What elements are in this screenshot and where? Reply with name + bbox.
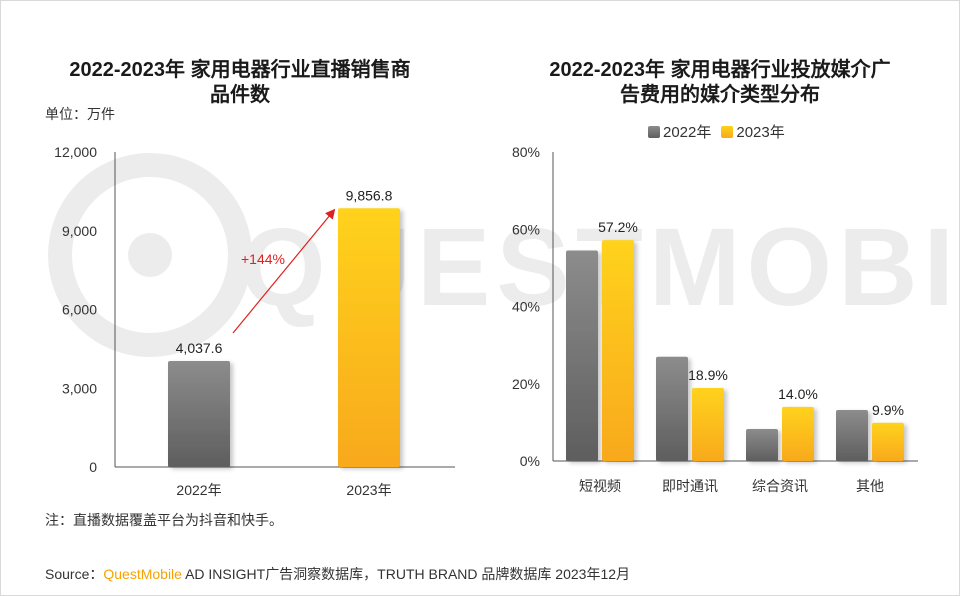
- right-chart-title: 2022-2023年 家用电器行业投放媒介广 告费用的媒介类型分布: [510, 58, 930, 108]
- right-bar-2023年-即时通讯: [692, 387, 724, 461]
- right-x-tick-label: 综合资讯: [752, 478, 808, 494]
- legend-item-2022: 2022年: [648, 121, 711, 142]
- right-y-tick-label: 0%: [520, 453, 540, 469]
- left-y-tick-label: 6,000: [62, 302, 97, 318]
- right-bar-value-label: 9.9%: [872, 402, 904, 418]
- left-chart-unit: 单位：万件: [45, 106, 115, 122]
- source-text: AD INSIGHT广告洞察数据库，TRUTH BRAND 品牌数据库 2023…: [181, 566, 631, 582]
- growth-arrow: [232, 208, 336, 334]
- right-bar-2023年-综合资讯: [782, 406, 814, 461]
- right-y-tick-label: 80%: [512, 144, 540, 160]
- legend-label-2022: 2022年: [663, 124, 712, 141]
- right-bar-2022年-即时通讯: [656, 356, 688, 461]
- right-y-tick-label: 40%: [512, 299, 540, 315]
- right-x-tick-label: 短视频: [579, 478, 621, 494]
- legend-swatch-2023: [721, 125, 734, 138]
- source-line: Source：QuestMobile AD INSIGHT广告洞察数据库，TRU…: [45, 564, 630, 584]
- right-bar-chart: 0% 20% 40% 60% 80% 57.2% 短视频 18.9% 即时通讯 14.0% 综合资讯…: [512, 144, 918, 494]
- left-y-tick-label: 12,000: [54, 144, 97, 160]
- right-bar-2023年-短视频: [602, 240, 634, 461]
- left-y-tick-label: 9,000: [62, 223, 97, 239]
- growth-label: +144%: [241, 251, 285, 267]
- right-bar-2023年-其他: [872, 422, 904, 461]
- legend-label-2023: 2023年: [736, 124, 785, 141]
- left-bar-value-label: 9,856.8: [346, 187, 393, 203]
- right-bar-value-label: 57.2%: [598, 219, 638, 235]
- right-x-tick-label: 即时通讯: [662, 478, 718, 494]
- left-x-tick-label: 2022年: [176, 482, 221, 498]
- left-chart-note: 注：直播数据覆盖平台为抖音和快手。: [45, 512, 283, 528]
- legend-swatch-2022: [648, 125, 660, 138]
- left-chart-title: 2022-2023年 家用电器行业直播销售商 品件数: [30, 58, 450, 108]
- left-title-line2: 品件数: [210, 84, 270, 106]
- right-bar-2022年-其他: [836, 410, 868, 461]
- left-bar-value-label: 4,037.6: [176, 340, 223, 356]
- chart-legend: 2022年 2023年: [648, 121, 795, 142]
- right-bar-2022年-综合资讯: [746, 428, 778, 461]
- right-title-line2: 告费用的媒介类型分布: [620, 84, 820, 106]
- legend-item-2023: 2023年: [721, 121, 785, 142]
- right-bar-2022年-短视频: [566, 250, 598, 461]
- right-y-tick-label: 20%: [512, 376, 540, 392]
- source-prefix: Source：: [45, 566, 104, 582]
- left-x-tick-label: 2023年: [346, 482, 391, 498]
- left-bar-2022年: [168, 361, 230, 467]
- left-y-tick-label: 3,000: [62, 380, 97, 396]
- left-title-line1: 2022-2023年 家用电器行业直播销售商: [69, 59, 411, 81]
- left-bar-2023年: [338, 208, 400, 467]
- right-title-line1: 2022-2023年 家用电器行业投放媒介广: [549, 59, 891, 81]
- right-bar-value-label: 18.9%: [688, 367, 728, 383]
- left-y-tick-label: 0: [89, 459, 97, 475]
- source-brand: QuestMobile: [103, 566, 182, 582]
- right-x-tick-label: 其他: [856, 478, 884, 494]
- left-bar-chart: 0 3,000 6,000 9,000 12,000 4,037.6 2022年 9,856.…: [54, 144, 455, 498]
- right-bar-value-label: 14.0%: [778, 386, 818, 402]
- right-y-tick-label: 60%: [512, 221, 540, 237]
- watermark: QUESTMOBILE: [48, 153, 960, 357]
